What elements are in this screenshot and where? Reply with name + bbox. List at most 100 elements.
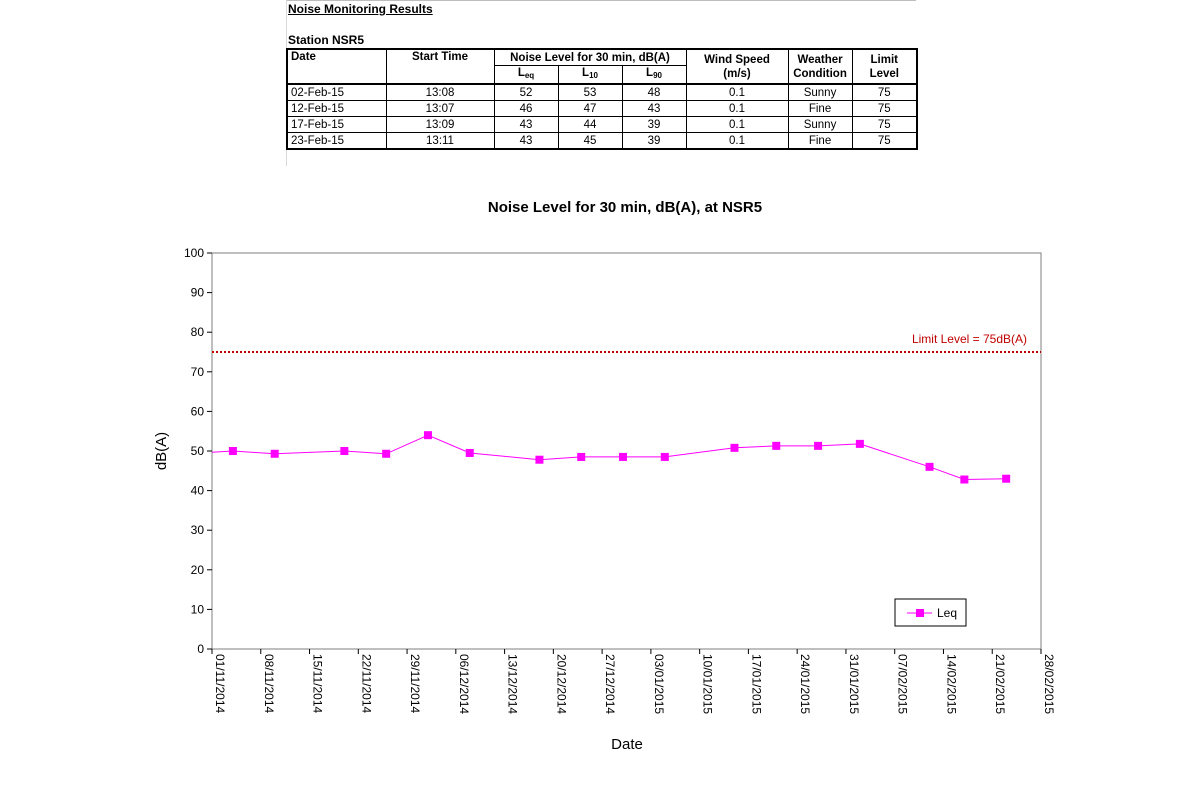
cell-limit: 75 (851, 100, 918, 117)
y-tick-label: 20 (191, 563, 205, 577)
y-tick-label: 80 (191, 325, 205, 339)
y-tick-label: 10 (191, 602, 205, 616)
cell-l90: 48 (621, 83, 687, 101)
header-wind-line1: Wind Speed (704, 53, 770, 66)
leq-data-point (660, 452, 669, 461)
leq-data-point (925, 462, 934, 471)
x-tick-label: 28/02/2015 (1042, 654, 1056, 714)
header-limit: Limit Level (851, 48, 918, 85)
x-tick-label: 27/12/2014 (603, 654, 617, 714)
cell-date: 17-Feb-15 (286, 116, 387, 133)
leq-data-point (577, 452, 586, 461)
cell-l10: 47 (557, 100, 623, 117)
leq-data-point (960, 475, 969, 484)
cell-leq: 43 (493, 116, 559, 133)
cell-wind: 0.1 (685, 132, 789, 150)
x-tick-label: 07/02/2015 (896, 654, 910, 714)
header-weather-line1: Weather (797, 53, 843, 66)
x-tick-label: 24/01/2015 (798, 654, 812, 714)
cell-date: 12-Feb-15 (286, 100, 387, 117)
x-tick-label: 17/01/2015 (749, 654, 763, 714)
header-leq-sub: eq (524, 71, 535, 80)
cell-l90: 39 (621, 116, 687, 133)
chart-title: Noise Level for 30 min, dB(A), at NSR5 (488, 199, 762, 216)
header-l90-main: L (646, 67, 654, 79)
chart-canvas: Noise Level for 30 min, dB(A), at NSR5 0… (153, 199, 1056, 753)
leq-data-point (619, 452, 628, 461)
cell-weather: Fine (787, 132, 853, 150)
header-l10-main: L (582, 67, 590, 79)
x-axis-title: Date (611, 736, 643, 753)
y-axis-title: dB(A) (153, 432, 170, 470)
x-tick-label: 06/12/2014 (457, 654, 471, 714)
station-label: Station NSR5 (288, 33, 365, 47)
cell-weather: Sunny (787, 83, 853, 101)
cell-limit: 75 (851, 132, 918, 150)
cell-start-time: 13:07 (385, 100, 495, 117)
header-l90: L90 (621, 65, 687, 85)
cell-date: 02-Feb-15 (286, 83, 387, 101)
cell-date: 23-Feb-15 (286, 132, 387, 150)
cell-limit: 75 (851, 116, 918, 133)
leq-data-point (340, 447, 349, 455)
limit-level-label: Limit Level = 75dB(A) (912, 332, 1027, 346)
header-limit-line2: Level (869, 67, 899, 80)
leq-data-point (535, 455, 544, 464)
y-axis: 0 10 20 30 40 50 60 70 80 90 100 (184, 246, 212, 656)
header-l10-sub: 10 (589, 71, 598, 80)
y-tick-label: 30 (191, 523, 205, 537)
y-tick-label: 50 (191, 444, 205, 458)
table-row: 02-Feb-15 13:08 52 53 48 0.1 Sunny 75 (286, 83, 918, 101)
leq-data-point (855, 439, 864, 448)
header-weather-line2: Condition (793, 67, 847, 80)
header-wind-line2: (m/s) (723, 67, 751, 80)
x-tick-label: 01/11/2014 (213, 654, 227, 713)
header-leq: Leq (493, 65, 559, 85)
table-row: 12-Feb-15 13:07 46 47 43 0.1 Fine 75 (286, 100, 918, 117)
header-leq-main: L (517, 67, 525, 79)
x-tick-label: 21/02/2015 (993, 654, 1007, 714)
header-limit-line1: Limit (870, 53, 899, 66)
chart-legend: Leq (894, 598, 967, 627)
y-tick-label: 40 (191, 484, 205, 498)
y-tick-label: 60 (191, 404, 205, 418)
leq-data-point (382, 449, 391, 458)
header-start-time: Start Time (385, 48, 495, 85)
cell-l10: 53 (557, 83, 623, 101)
cell-l10: 44 (557, 116, 623, 133)
header-l90-sub: 90 (653, 71, 662, 80)
legend-square-marker-icon (916, 609, 924, 617)
x-tick-label: 29/11/2014 (408, 654, 422, 713)
cell-leq: 43 (493, 132, 559, 150)
report-title: Noise Monitoring Results (288, 2, 433, 16)
cell-leq: 52 (493, 83, 559, 101)
noise-level-chart: Noise Level for 30 min, dB(A), at NSR5 0… (0, 180, 1202, 780)
leq-data-point (270, 449, 279, 458)
legend-label: Leq (937, 606, 957, 620)
header-date: Date (286, 48, 387, 85)
header-noise-level: Noise Level for 30 min, dB(A) (493, 48, 687, 66)
cell-wind: 0.1 (685, 116, 789, 133)
x-tick-label: 22/11/2014 (359, 654, 373, 713)
x-tick-label: 20/12/2014 (554, 654, 568, 714)
header-wind-speed: Wind Speed (m/s) (685, 48, 789, 85)
report-top-rule (286, 0, 916, 1)
noise-results-table: Date Start Time Noise Level for 30 min, … (286, 48, 919, 150)
leq-series-line (212, 434, 1007, 481)
x-tick-label: 08/11/2014 (262, 654, 276, 713)
leq-data-point (772, 441, 781, 450)
x-tick-label: 14/02/2015 (944, 654, 958, 714)
leq-data-point (814, 441, 823, 450)
x-tick-label: 15/11/2014 (311, 654, 325, 713)
x-tick-label: 31/01/2015 (847, 654, 861, 714)
cell-l90: 39 (621, 132, 687, 150)
cell-wind: 0.1 (685, 100, 789, 117)
y-tick-label: 0 (197, 642, 204, 656)
y-tick-label: 90 (191, 286, 205, 300)
cell-weather: Sunny (787, 116, 853, 133)
cell-wind: 0.1 (685, 83, 789, 101)
cell-l10: 45 (557, 132, 623, 150)
x-tick-label: 13/12/2014 (506, 654, 520, 714)
leq-data-point (1002, 474, 1011, 483)
cell-weather: Fine (787, 100, 853, 117)
